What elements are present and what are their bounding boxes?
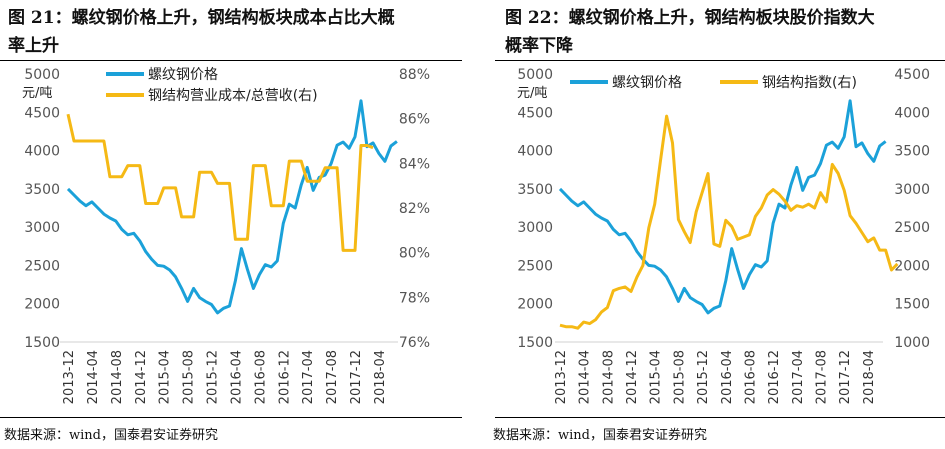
legend-label: 钢结构指数(右) bbox=[762, 75, 857, 91]
y-tick-label-left: 3500 bbox=[24, 182, 60, 198]
x-tick-label: 2013-12 bbox=[554, 350, 569, 404]
y-tick-label-left: 1500 bbox=[24, 335, 60, 351]
legend-label: 螺纹钢价格 bbox=[148, 67, 218, 83]
y-tick-label-left: 4500 bbox=[24, 105, 60, 121]
x-tick-label: 2015-08 bbox=[672, 350, 687, 404]
x-tick-label: 2016-04 bbox=[720, 350, 735, 404]
chart-title-21-line1: 图 21：螺纹钢价格上升，钢结构板块成本占比大概 bbox=[8, 8, 395, 28]
y-tick-label-right: 2500 bbox=[894, 220, 930, 236]
y-tick-label-right: 3500 bbox=[894, 144, 930, 160]
chart-title-22: 图 22：螺纹钢价格上升，钢结构板块股价指数大 概率下降 bbox=[505, 4, 945, 60]
chart-title-22-line1: 图 22：螺纹钢价格上升，钢结构板块股价指数大 bbox=[505, 8, 875, 28]
x-tick-label: 2017-04 bbox=[791, 350, 806, 404]
y-tick-label-right: 4500 bbox=[894, 67, 930, 83]
chart-title-21-line2: 率上升 bbox=[8, 36, 59, 56]
source-note-21: 数据来源：wind，国泰君安证券研究 bbox=[4, 428, 218, 443]
series-line-steel-structure bbox=[559, 114, 899, 330]
legend-label: 钢结构营业成本/总营收(右) bbox=[148, 88, 318, 104]
y-tick-label-right: 78% bbox=[399, 290, 430, 306]
y-tick-label-left: 2500 bbox=[517, 258, 553, 274]
x-tick-label: 2017-04 bbox=[301, 350, 316, 404]
y-tick-label-left: 4000 bbox=[24, 144, 60, 160]
top-rule-21 bbox=[0, 60, 462, 61]
chart-title-21: 图 21：螺纹钢价格上升，钢结构板块成本占比大概 率上升 bbox=[8, 4, 468, 60]
chart-21: 5000 4500 4000 3500 3000 2500 2000 1500 元/吨 88% 86… bbox=[22, 67, 430, 404]
x-tick-label: 2014-04 bbox=[578, 350, 593, 404]
y-tick-label-right: 4000 bbox=[894, 105, 930, 121]
y-tick-label-right: 84% bbox=[399, 156, 430, 172]
y-tick-label-right: 80% bbox=[399, 246, 430, 262]
y-tick-label-left: 2000 bbox=[24, 297, 60, 313]
legend-label: 螺纹钢价格 bbox=[612, 75, 682, 91]
x-tick-label: 2014-08 bbox=[601, 350, 616, 404]
x-tick-label: 2014-12 bbox=[625, 350, 640, 404]
top-rule-22 bbox=[495, 60, 945, 61]
x-tick-label: 2016-08 bbox=[743, 350, 758, 404]
x-tick-label: 2016-04 bbox=[229, 350, 244, 404]
y-tick-label-left: 2500 bbox=[24, 258, 60, 274]
chart-22: 5000 4500 4000 3500 3000 2500 2000 1500 元/吨 4500 4… bbox=[517, 67, 930, 404]
y-tick-label-right: 1000 bbox=[894, 335, 930, 351]
bottom-rule-22 bbox=[495, 417, 945, 418]
chart-panel-21: 图 21：螺纹钢价格上升，钢结构板块成本占比大概 率上升 5000 4500 400… bbox=[0, 0, 472, 449]
y-tick-label-right: 2000 bbox=[894, 258, 930, 274]
chart-panel-22: 图 22：螺纹钢价格上升，钢结构板块股价指数大 概率下降 5000 4500 400… bbox=[475, 0, 945, 449]
x-tick-label: 2018-04 bbox=[373, 350, 388, 404]
y-tick-label-left: 1500 bbox=[517, 335, 553, 351]
y-tick-label-left: 4500 bbox=[517, 105, 553, 121]
bottom-rule-21 bbox=[0, 417, 462, 418]
x-tick-label: 2018-04 bbox=[862, 350, 877, 404]
x-tick-label: 2015-08 bbox=[182, 350, 197, 404]
y-tick-label-left: 2000 bbox=[517, 297, 553, 313]
y-tick-label-left: 5000 bbox=[24, 67, 60, 83]
series-line-rebar-price bbox=[558, 99, 887, 315]
y-tick-label-right: 86% bbox=[399, 112, 430, 128]
source-note-22: 数据来源：wind，国泰君安证券研究 bbox=[493, 428, 707, 443]
x-tick-label: 2015-12 bbox=[206, 350, 221, 404]
y-tick-label-right: 82% bbox=[399, 201, 430, 217]
series-line-rebar-price bbox=[66, 99, 398, 315]
y-tick-label-right: 3000 bbox=[894, 182, 930, 198]
y-tick-label-right: 76% bbox=[399, 335, 430, 351]
y-tick-label-left: 4000 bbox=[517, 144, 553, 160]
y-tick-label-right: 88% bbox=[399, 67, 430, 83]
x-tick-label: 2017-08 bbox=[325, 350, 340, 404]
y-tick-label-left: 3500 bbox=[517, 182, 553, 198]
x-tick-label: 2016-12 bbox=[767, 350, 782, 404]
x-tick-label: 2015-04 bbox=[158, 350, 173, 404]
x-tick-label: 2016-12 bbox=[277, 350, 292, 404]
x-tick-label: 2017-12 bbox=[838, 350, 853, 404]
x-tick-label: 2014-12 bbox=[134, 350, 149, 404]
y-axis-unit-label: 元/吨 bbox=[22, 86, 52, 101]
x-tick-label: 2014-04 bbox=[86, 350, 101, 404]
y-axis-unit-label: 元/吨 bbox=[517, 86, 547, 101]
y-tick-label-left: 3000 bbox=[24, 220, 60, 236]
x-tick-label: 2016-08 bbox=[253, 350, 268, 404]
y-tick-label-left: 3000 bbox=[517, 220, 553, 236]
x-tick-label: 2017-12 bbox=[349, 350, 364, 404]
x-tick-label: 2015-04 bbox=[649, 350, 664, 404]
x-tick-label: 2017-08 bbox=[814, 350, 829, 404]
x-tick-label: 2013-12 bbox=[62, 350, 77, 404]
chart-title-22-line2: 概率下降 bbox=[505, 36, 573, 56]
x-tick-label: 2014-08 bbox=[110, 350, 125, 404]
y-tick-label-left: 5000 bbox=[517, 67, 553, 83]
y-tick-label-right: 1500 bbox=[894, 297, 930, 313]
x-tick-label: 2015-12 bbox=[696, 350, 711, 404]
series-line-steel-structure bbox=[66, 113, 374, 252]
